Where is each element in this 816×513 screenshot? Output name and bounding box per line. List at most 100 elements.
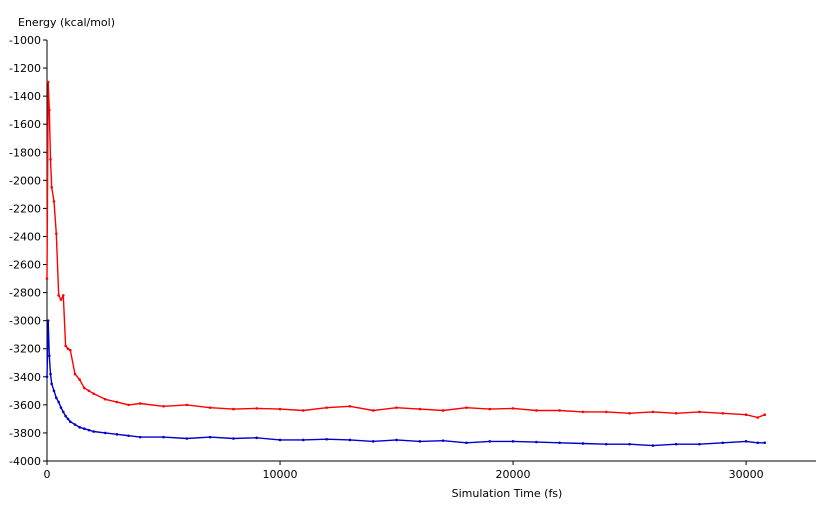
y-tick-label: -3200 xyxy=(9,343,41,356)
data-point xyxy=(138,435,142,439)
data-point xyxy=(69,420,72,424)
data-point xyxy=(744,413,748,416)
data-point xyxy=(763,441,767,445)
data-point xyxy=(674,442,678,446)
data-point xyxy=(46,319,50,322)
y-tick-label: -1600 xyxy=(9,118,41,131)
data-point xyxy=(66,347,70,351)
data-point xyxy=(721,441,725,445)
data-point xyxy=(185,403,189,407)
data-point xyxy=(52,200,56,203)
data-point xyxy=(302,438,305,442)
data-point xyxy=(59,406,63,409)
data-point xyxy=(49,372,52,376)
data-point xyxy=(302,409,305,412)
y-tick-label: -3000 xyxy=(9,315,41,328)
y-tick-label: -2400 xyxy=(9,230,41,243)
data-point xyxy=(92,392,95,395)
data-point xyxy=(581,442,585,445)
data-point xyxy=(57,400,60,404)
y-tick-label: -2200 xyxy=(9,202,41,215)
data-point xyxy=(162,404,165,408)
data-point xyxy=(535,440,538,444)
y-tick-label: -3400 xyxy=(9,371,41,384)
y-tick-label: -4000 xyxy=(9,455,41,468)
data-point xyxy=(78,426,81,429)
data-point xyxy=(441,439,445,442)
data-point xyxy=(488,440,492,443)
y-axis-title: Energy (kcal/mol) xyxy=(18,16,115,29)
data-point xyxy=(52,389,56,393)
data-point xyxy=(45,277,49,280)
data-point xyxy=(255,436,259,440)
data-point xyxy=(103,431,107,435)
x-axis-ticks: 0 10000 20000 30000 xyxy=(44,461,764,481)
data-point xyxy=(395,406,398,409)
data-point xyxy=(59,298,63,301)
data-point xyxy=(92,430,95,433)
data-point xyxy=(127,403,130,407)
y-tick-label: -2600 xyxy=(9,259,41,272)
data-point xyxy=(651,410,655,414)
x-tick-label: 30000 xyxy=(729,468,764,481)
data-point xyxy=(232,437,235,440)
data-point xyxy=(371,409,375,412)
data-point xyxy=(48,354,51,358)
data-point xyxy=(441,409,445,412)
data-point xyxy=(255,407,259,410)
data-point xyxy=(395,438,398,442)
data-point xyxy=(418,407,422,411)
x-axis-title: Simulation Time (fs) xyxy=(452,487,563,500)
data-point xyxy=(558,409,561,412)
data-point xyxy=(49,157,52,161)
series-points-2 xyxy=(45,319,767,447)
data-point xyxy=(628,442,631,446)
data-point xyxy=(325,437,328,441)
data-point xyxy=(57,294,60,297)
y-tick-label: -3800 xyxy=(9,427,41,440)
y-tick-label: -2000 xyxy=(9,174,41,187)
series-layer xyxy=(45,80,767,447)
data-point xyxy=(604,410,608,414)
data-point xyxy=(674,411,678,415)
data-point xyxy=(87,428,91,432)
data-point xyxy=(55,396,58,400)
data-point xyxy=(763,413,767,416)
data-point xyxy=(185,437,189,440)
data-point xyxy=(325,406,328,409)
data-point xyxy=(62,294,65,297)
data-point xyxy=(50,186,53,189)
data-point xyxy=(371,440,375,443)
data-point xyxy=(511,407,515,410)
data-point xyxy=(756,441,760,445)
y-tick-label: -1400 xyxy=(9,90,41,103)
y-axis-ticks: -1000 -1200 -1400 -1600 -1800 -2000 -2200 -2400… xyxy=(9,34,47,468)
data-point xyxy=(82,427,86,431)
data-point xyxy=(348,438,352,442)
data-point xyxy=(73,423,77,426)
data-point xyxy=(50,382,53,386)
y-tick-label: -3600 xyxy=(9,399,41,412)
data-point xyxy=(651,444,655,447)
x-tick-label: 10000 xyxy=(263,468,298,481)
data-point xyxy=(103,397,107,401)
data-point xyxy=(208,406,212,409)
data-point xyxy=(208,435,212,439)
data-point xyxy=(73,372,77,376)
data-point xyxy=(348,404,352,408)
series-line-1 xyxy=(46,81,765,419)
data-point xyxy=(756,416,760,419)
data-point xyxy=(511,440,515,443)
data-point xyxy=(66,417,70,421)
x-tick-label: 0 xyxy=(44,468,51,481)
data-point xyxy=(604,442,608,446)
y-tick-label: -1800 xyxy=(9,146,41,159)
data-point xyxy=(698,410,701,414)
data-point xyxy=(558,441,561,445)
data-point xyxy=(127,434,130,438)
y-tick-label: -2800 xyxy=(9,287,41,300)
series-points-1 xyxy=(45,80,767,419)
data-point xyxy=(46,80,50,84)
series-line-2 xyxy=(46,320,765,447)
